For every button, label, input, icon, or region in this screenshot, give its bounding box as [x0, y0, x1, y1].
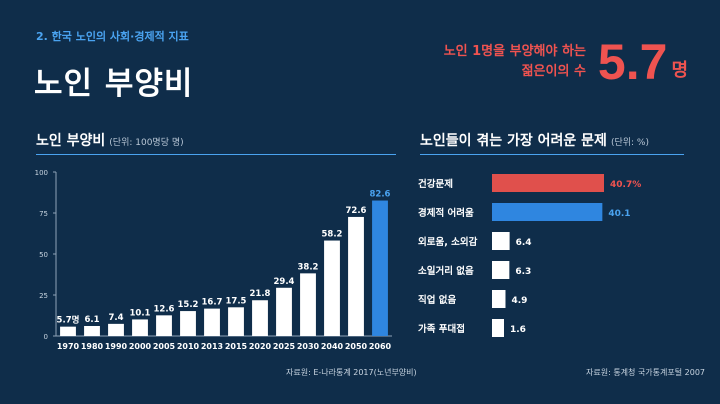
category-label: 소일거리 없음	[418, 265, 474, 277]
y-tick-label: 25	[39, 292, 48, 300]
bar	[492, 203, 603, 221]
x-tick-label: 2020	[249, 342, 272, 351]
y-tick-label: 0	[44, 333, 48, 341]
bar	[492, 232, 510, 250]
bar	[132, 319, 148, 336]
right-source: 자료원: 통계청 국가통계포털 2007	[586, 368, 706, 377]
bar-value-label: 17.5	[226, 296, 247, 306]
category-label: 경제적 어려움	[418, 207, 474, 219]
x-tick-label: 1990	[105, 342, 128, 351]
bar-value-label: 4.9	[511, 296, 527, 306]
x-tick-label: 2000	[129, 342, 152, 351]
bar-value-label: 58.2	[322, 230, 343, 240]
bar-value-label: 6.3	[515, 267, 531, 277]
bar-value-label: 16.7	[202, 298, 223, 308]
x-tick-label: 2013	[201, 342, 223, 351]
bar-value-label: 15.2	[178, 300, 199, 310]
x-tick-label: 2040	[321, 342, 344, 351]
bar-value-label: 7.4	[108, 313, 123, 323]
bar	[156, 315, 172, 336]
headline-value: 5.7	[597, 34, 668, 90]
bar-value-label: 40.7%	[610, 180, 641, 190]
bar	[492, 261, 510, 279]
left-panel-title: 노인 부양비 (단위: 100명당 명)	[36, 130, 184, 150]
bar	[492, 319, 504, 337]
bar-value-label: 29.4	[274, 277, 295, 287]
right-panel-unit: (단위: %)	[610, 138, 649, 148]
bar	[492, 290, 506, 308]
bar-value-label: 1.6	[510, 325, 526, 335]
bar-value-label: 6.1	[84, 315, 99, 325]
bar-value-label: 38.2	[298, 262, 319, 272]
bar	[348, 216, 364, 336]
bar	[372, 200, 388, 336]
headline-unit: 명	[671, 60, 688, 81]
bar	[300, 273, 316, 336]
bar-value-label: 82.6	[370, 190, 391, 200]
x-tick-label: 2015	[225, 342, 248, 351]
category-label: 가족 푸대접	[418, 323, 465, 335]
bar	[228, 307, 244, 336]
left-panel-rule	[36, 154, 396, 155]
y-tick-label: 75	[39, 210, 48, 218]
x-tick-label: 2060	[369, 342, 392, 351]
section-label: 2. 한국 노인의 사회·경제적 지표	[36, 30, 189, 43]
right-panel-title-text: 노인들이 겪는 가장 어려운 문제	[420, 133, 607, 149]
bar	[84, 325, 100, 336]
bar-value-label: 12.6	[154, 304, 175, 314]
bar	[60, 326, 76, 336]
right-panel-title: 노인들이 겪는 가장 어려운 문제 (단위: %)	[420, 130, 649, 150]
x-tick-label: 1970	[57, 342, 80, 351]
bar	[204, 308, 220, 336]
bar	[252, 300, 268, 336]
x-tick-label: 2030	[297, 342, 320, 351]
bar-value-label: 5.7명	[57, 315, 80, 326]
dependency-ratio-chart: 0 25 50 75 100 5.7명 1970 6.1 1980 7.4 1990 10.1 2000…	[35, 169, 392, 351]
bar	[180, 311, 196, 336]
headline-text: 노인 1명을 부양해야 하는 젊은이의 수	[444, 42, 586, 82]
x-tick-label: 2050	[345, 342, 368, 351]
bar-value-label: 6.4	[516, 238, 532, 248]
headline: 노인 1명을 부양해야 하는 젊은이의 수 5.7 명	[444, 36, 688, 88]
x-tick-label: 2010	[177, 342, 200, 351]
headline-line1: 노인 1명을 부양해야 하는	[443, 44, 586, 59]
category-label: 건강문제	[418, 178, 453, 190]
x-tick-label: 2005	[153, 342, 176, 351]
headline-line2: 젊은이의 수	[521, 64, 586, 79]
y-tick-label: 100	[35, 169, 48, 177]
category-label: 외로움, 소외감	[418, 236, 478, 248]
bar	[324, 240, 340, 336]
right-panel-rule	[420, 154, 684, 155]
bar-value-label: 72.6	[346, 206, 367, 216]
left-panel-title-text: 노인 부양비	[36, 133, 106, 149]
left-panel-unit: (단위: 100명당 명)	[109, 138, 184, 148]
left-source: 자료원: E-나라통계 2017(노년부양비)	[286, 368, 417, 377]
bar	[492, 174, 604, 192]
category-label: 직업 없음	[418, 294, 457, 306]
x-tick-label: 2025	[273, 342, 296, 351]
bar-value-label: 10.1	[130, 308, 151, 318]
elderly-problems-chart: 건강문제 40.7% 경제적 어려움 40.1 외로움, 소외감 6.4 소일거리 없음 6.…	[418, 174, 641, 337]
bar-value-label: 40.1	[608, 209, 630, 219]
bar	[276, 287, 292, 336]
x-tick-label: 1980	[81, 342, 104, 351]
y-tick-label: 50	[39, 251, 48, 259]
bar	[108, 323, 124, 336]
page-title: 노인 부양비	[34, 66, 194, 102]
bar-value-label: 21.8	[250, 289, 271, 299]
